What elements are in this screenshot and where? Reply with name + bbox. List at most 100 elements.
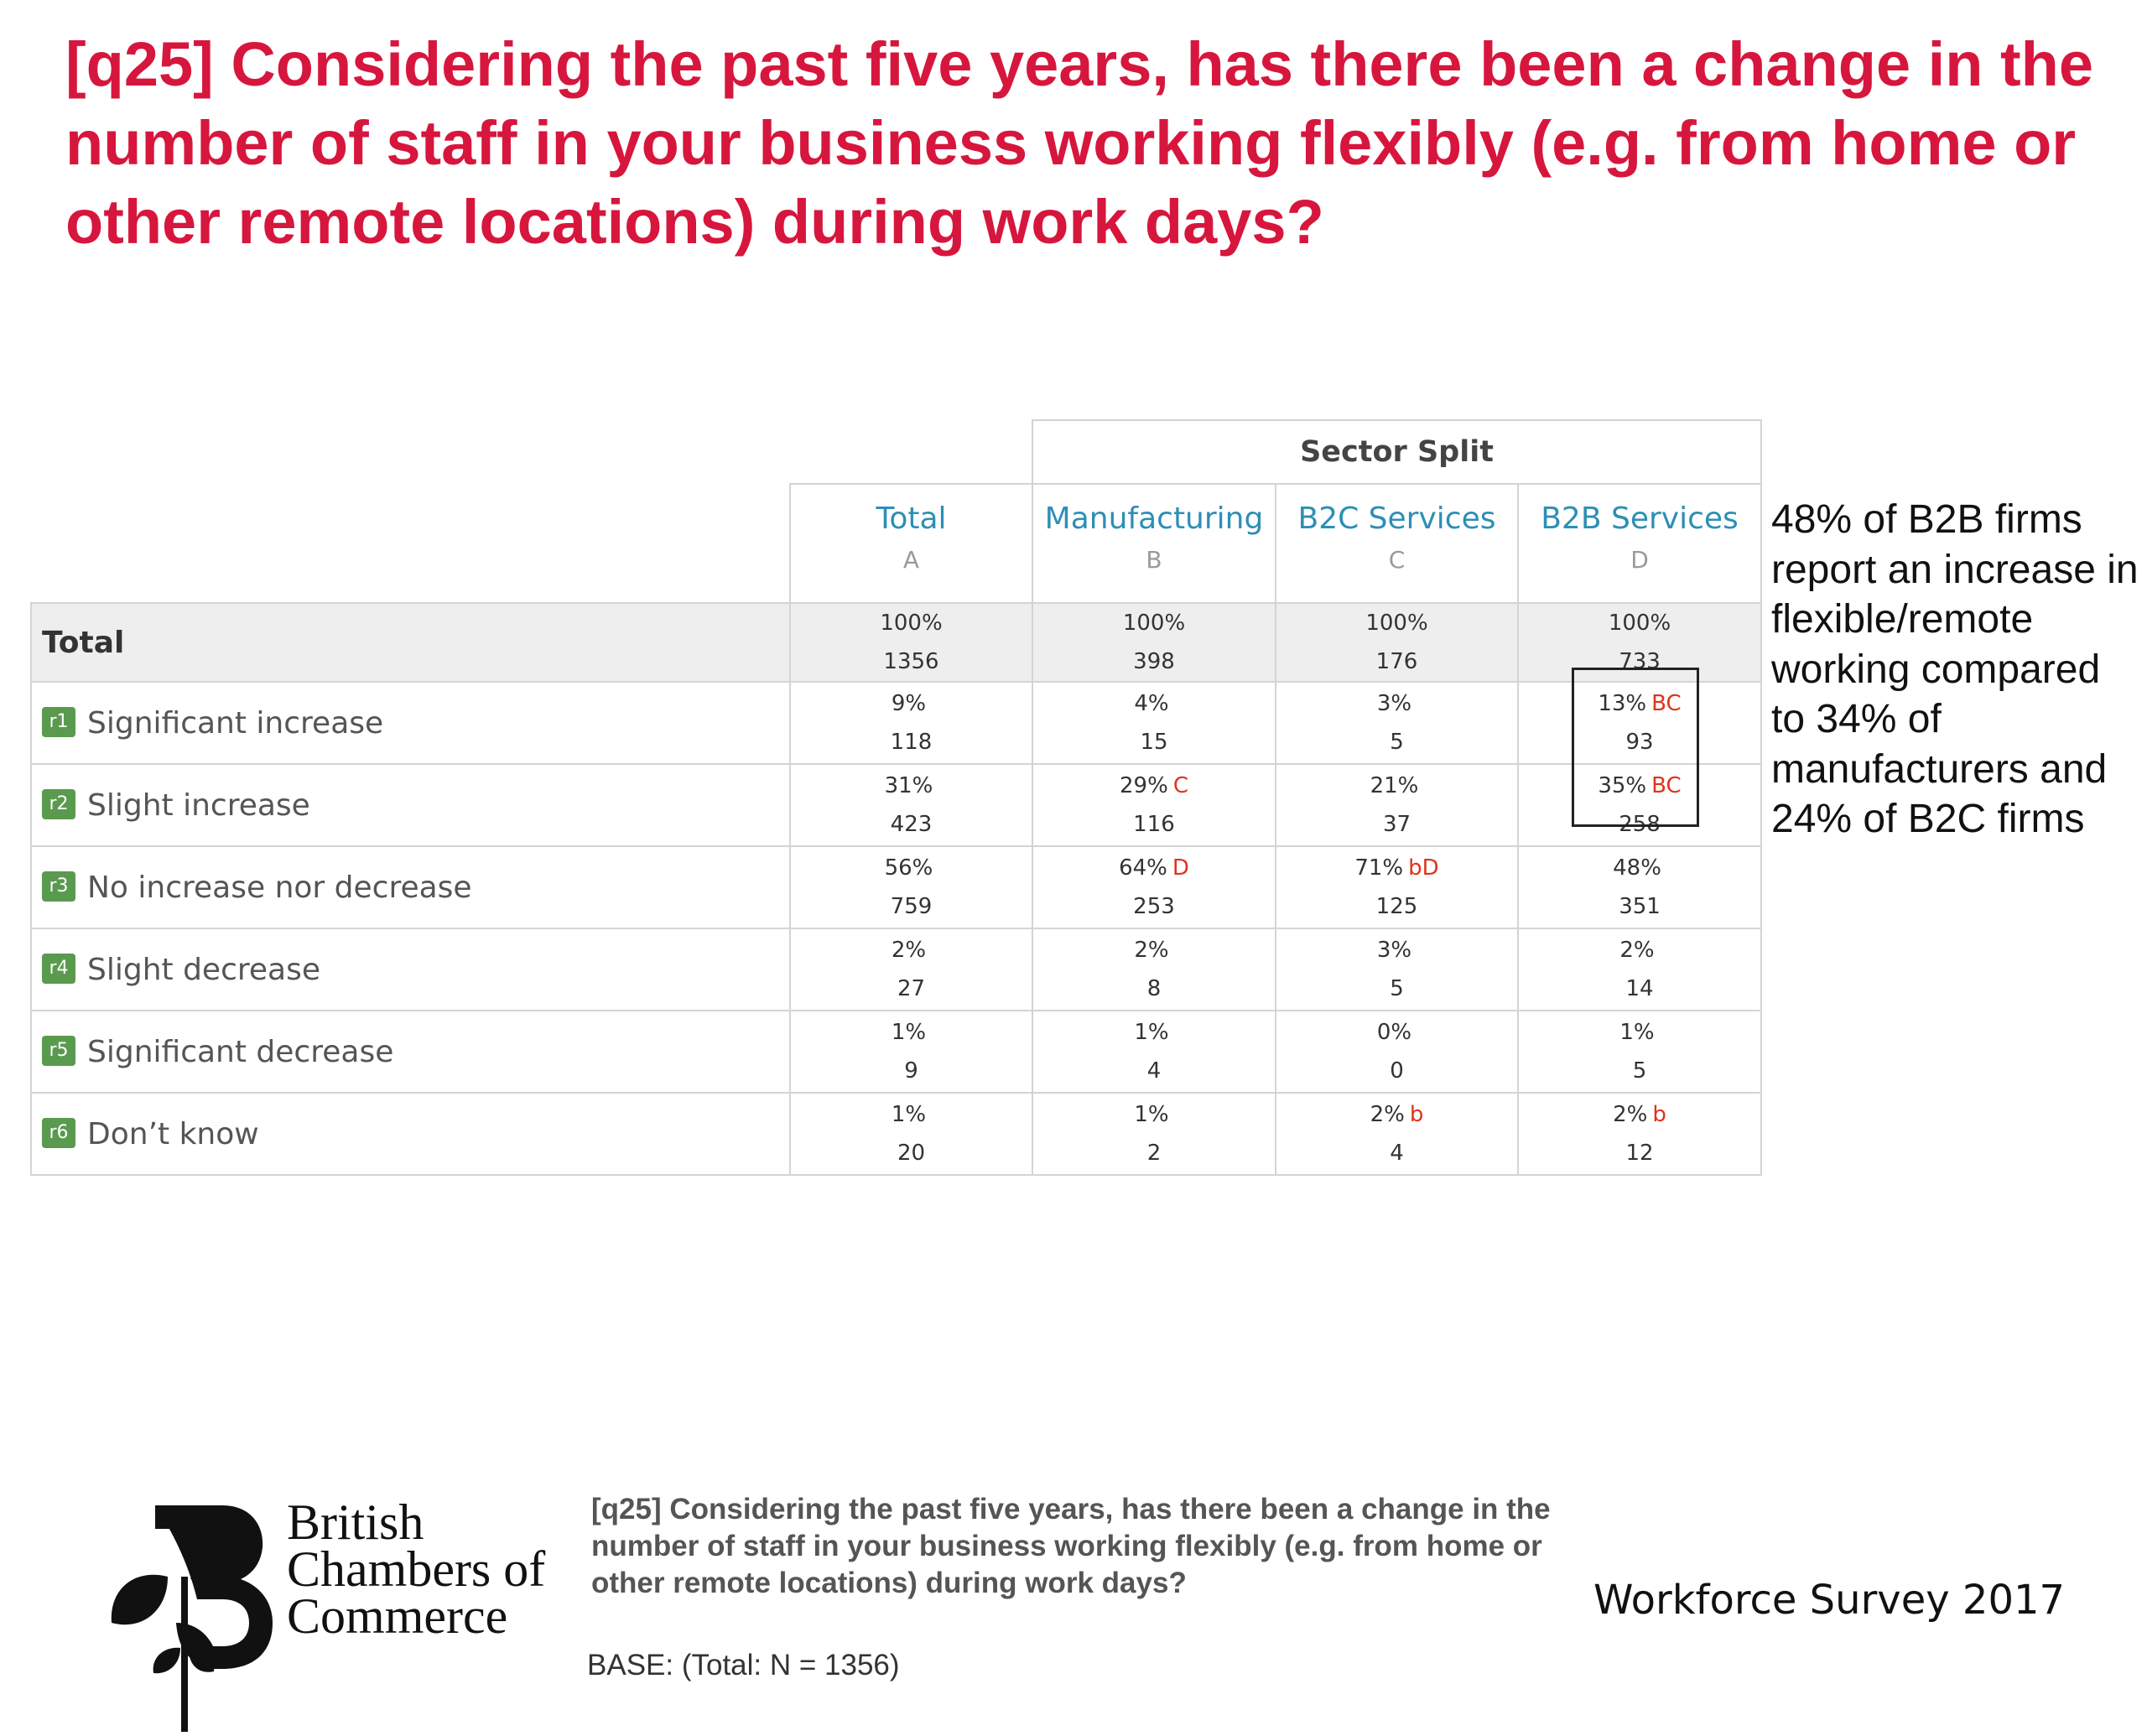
column-letter: A <box>902 546 920 574</box>
percent-value: 56% <box>884 855 933 881</box>
cell-percent: 1% <box>1033 1013 1275 1052</box>
row-label: r4 Slight decrease <box>30 928 791 1011</box>
column-header-row: Total A Manufacturing B B2C Services C B2B … <box>31 483 1763 604</box>
table-row: r6 Don’t know 1% 20 1% 2 2% b 4 2% b 12 <box>30 1092 1763 1176</box>
cell-percent: 1% <box>791 1095 1032 1134</box>
table-cell: 3% 5 <box>1275 681 1519 765</box>
table-cell: 100% 176 <box>1275 602 1519 683</box>
table-cell: 100% 398 <box>1032 602 1276 683</box>
percent-value: 64% <box>1119 855 1167 881</box>
cell-percent: 35% BC <box>1519 767 1760 805</box>
significance-marker: C <box>1172 773 1188 798</box>
percent-value: 3% <box>1376 938 1412 963</box>
table-row: r3 No increase nor decrease 56% 759 64% D 253 7… <box>30 845 1763 929</box>
row-label: r3 No increase nor decrease <box>30 845 791 929</box>
column-header-manufacturing: Manufacturing B <box>1032 483 1276 604</box>
row-label: Total <box>30 602 791 683</box>
cell-count: 423 <box>890 812 933 837</box>
cell-percent: 100% <box>1122 611 1186 636</box>
table-cell: 1% 20 <box>789 1092 1033 1176</box>
significance-marker: BC <box>1651 773 1682 798</box>
percent-value: 35% <box>1598 773 1647 798</box>
page-title: [q25] Considering the past five years, h… <box>65 29 2094 257</box>
cell-count: 5 <box>1632 1058 1647 1084</box>
cell-percent: 3% <box>1276 931 1517 969</box>
column-header-b2c: B2C Services C <box>1275 483 1519 604</box>
percent-value: 3% <box>1376 691 1412 716</box>
cell-percent: 1% <box>1033 1095 1275 1134</box>
table-cell: 2% b 12 <box>1516 1092 1763 1176</box>
percent-value: 1% <box>891 1102 927 1127</box>
percent-value: 1% <box>1134 1020 1169 1045</box>
cell-percent: 3% <box>1276 684 1517 723</box>
survey-name: Workforce Survey 2017 <box>1593 1577 2066 1624</box>
table-cell: 21% 37 <box>1275 763 1519 847</box>
percent-value: 21% <box>1370 773 1419 798</box>
row-badge: r2 <box>42 788 75 819</box>
cell-count: 9 <box>904 1058 918 1084</box>
percent-value: 1% <box>891 1020 927 1045</box>
cell-percent: 31% <box>791 767 1032 805</box>
cell-count: 733 <box>1619 649 1661 674</box>
table-cell: 71% bD 125 <box>1275 845 1519 929</box>
cell-count: 5 <box>1390 976 1404 1001</box>
logo-line: Commerce <box>287 1588 508 1644</box>
cell-count: 20 <box>897 1141 926 1166</box>
row-label-text: Don’t know <box>87 1116 259 1151</box>
significance-marker: D <box>1172 855 1189 881</box>
cell-percent: 0% <box>1276 1013 1517 1052</box>
cell-percent: 13% BC <box>1519 684 1760 723</box>
cell-count: 15 <box>1140 730 1168 755</box>
table-cell: 0% 0 <box>1275 1010 1519 1094</box>
table-row: r4 Slight decrease 2% 27 2% 8 3% 5 2% 14 <box>30 928 1763 1011</box>
table-cell: 100% 1356 <box>789 602 1033 683</box>
cell-count: 5 <box>1390 730 1404 755</box>
cell-count: 0 <box>1390 1058 1404 1084</box>
cell-count: 27 <box>897 976 926 1001</box>
table-cell: 31% 423 <box>789 763 1033 847</box>
cell-count: 1356 <box>883 649 939 674</box>
cell-percent: 2% b <box>1276 1095 1517 1134</box>
cell-percent: 48% <box>1519 849 1760 887</box>
footer-question: [q25] Considering the past five years, h… <box>591 1493 1551 1599</box>
cell-count: 12 <box>1625 1141 1654 1166</box>
table-cell: 4% 15 <box>1032 681 1276 765</box>
sector-header-row: Sector Split <box>31 419 1763 485</box>
cell-count: 258 <box>1619 812 1661 837</box>
percent-value: 1% <box>1134 1102 1169 1127</box>
percent-value: 71% <box>1354 855 1404 881</box>
cell-count: 14 <box>1625 976 1654 1001</box>
percent-value: 0% <box>1376 1020 1412 1045</box>
row-label: r5 Significant decrease <box>30 1010 791 1094</box>
row-badge: r5 <box>42 1035 75 1066</box>
percent-value: 31% <box>884 773 933 798</box>
row-badge: r3 <box>42 871 75 902</box>
cell-count: 253 <box>1133 894 1175 919</box>
row-label-text: No increase nor decrease <box>87 870 472 905</box>
table-cell: 35% BC 258 <box>1516 763 1763 847</box>
cell-count: 93 <box>1625 730 1654 755</box>
sector-split-header: Sector Split <box>1031 419 1763 485</box>
cell-percent: 2% <box>1033 931 1275 969</box>
logo-line: British <box>287 1494 424 1550</box>
percent-value: 2% <box>1370 1102 1405 1127</box>
cell-percent: 56% <box>791 849 1032 887</box>
cell-count: 4 <box>1146 1058 1162 1084</box>
percent-value: 2% <box>1134 938 1169 963</box>
cell-percent: 29% C <box>1033 767 1275 805</box>
table-cell: 56% 759 <box>789 845 1033 929</box>
column-name: Total <box>876 502 947 536</box>
crosstab-table: Sector Split Total A Manufacturing B B2C S… <box>30 419 1763 1176</box>
row-label-text: Slight increase <box>87 787 310 823</box>
cell-count: 37 <box>1382 812 1411 837</box>
cell-count: 125 <box>1375 894 1418 919</box>
table-cell: 1% 5 <box>1516 1010 1763 1094</box>
cell-percent: 21% <box>1276 767 1517 805</box>
cell-count: 118 <box>890 730 933 755</box>
row-label-text: Significant decrease <box>87 1034 394 1069</box>
row-label-text: Slight decrease <box>87 952 320 987</box>
cell-percent: 100% <box>1365 611 1428 636</box>
significance-marker: bD <box>1408 855 1439 881</box>
table-cell: 2% 27 <box>789 928 1033 1011</box>
significance-marker: BC <box>1651 691 1682 716</box>
